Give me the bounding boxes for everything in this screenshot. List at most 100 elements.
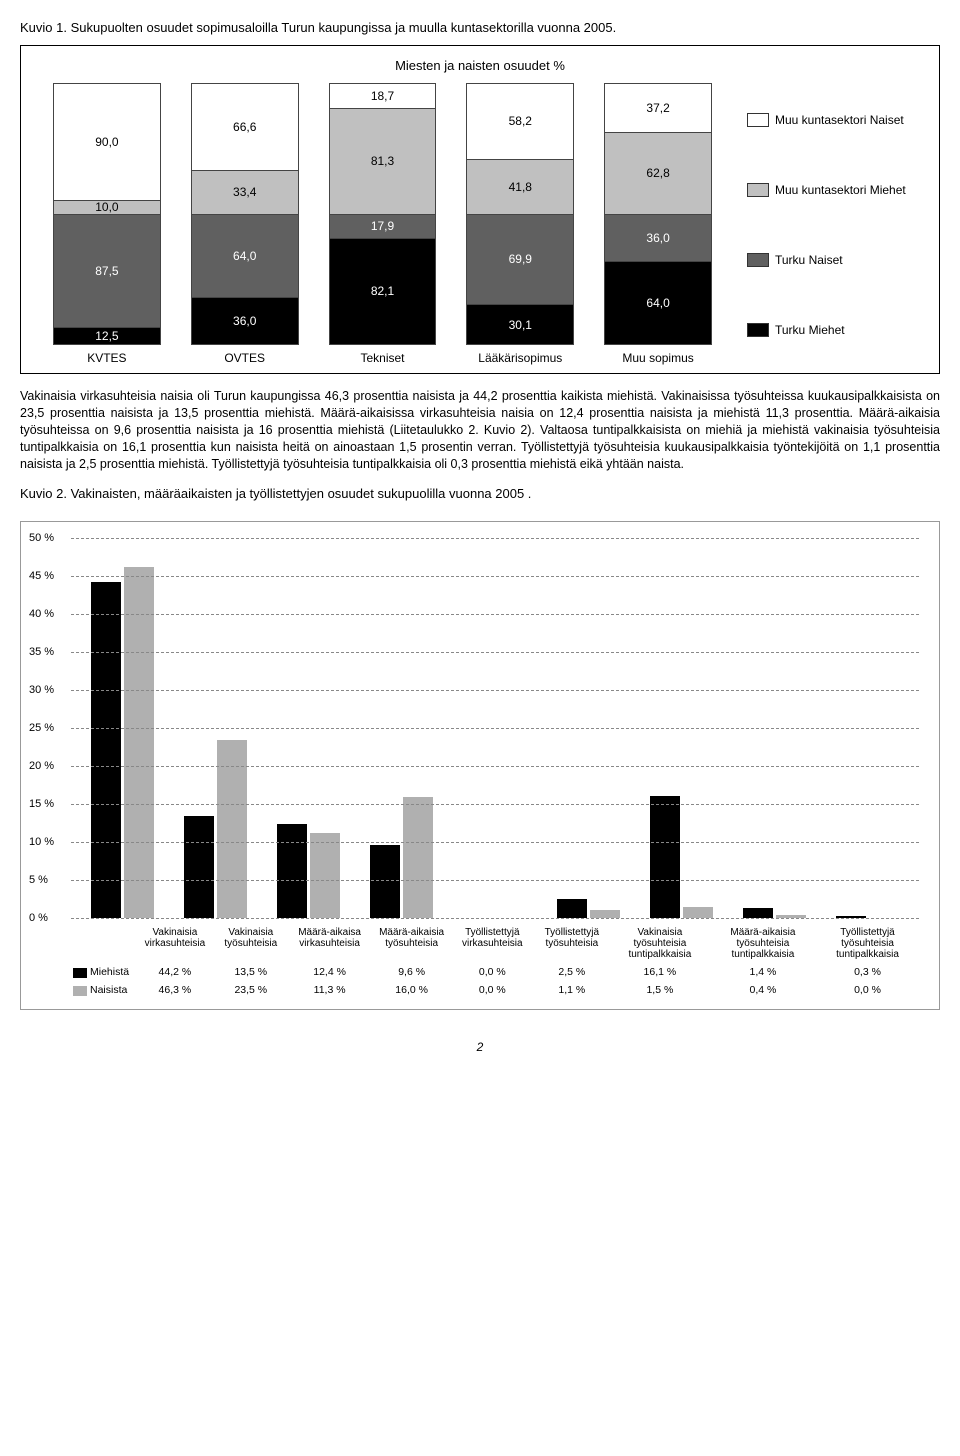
legend-swatch — [73, 968, 87, 978]
xaxis-label: Lääkärisopimus — [466, 351, 574, 365]
table-cell: 23,5 % — [215, 981, 287, 999]
kuvio2-table: Vakinaisia virkasuhteisiaVakinaisia työs… — [71, 924, 919, 999]
bar-column: 58,241,869,930,1 — [466, 83, 574, 345]
table-cell: 0,3 % — [816, 963, 919, 981]
bar-naisista — [124, 567, 154, 919]
table-cell: 0,0 % — [451, 963, 534, 981]
bar-segment: 36,0 — [605, 214, 711, 261]
legend-label: Muu kuntasektori Naiset — [775, 113, 904, 127]
ytick-label: 30 % — [29, 684, 54, 696]
table-cell: 1,1 % — [534, 981, 610, 999]
kuvio1-xaxis: KVTESOVTESTeknisetLääkärisopimusMuu sopi… — [33, 345, 732, 365]
kuvio1-bars: 90,010,087,512,566,633,464,036,018,781,3… — [33, 85, 732, 345]
ytick-label: 40 % — [29, 608, 54, 620]
gridline: 45 % — [71, 576, 919, 577]
gridline: 10 % — [71, 842, 919, 843]
bar-segment: 81,3 — [330, 108, 436, 213]
legend-item: Muu kuntasektori Naiset — [747, 113, 927, 127]
table-cell: 44,2 % — [135, 963, 215, 981]
bar-segment: 90,0 — [54, 84, 160, 200]
table-header: Työllistettyjä työsuhteisia — [534, 924, 610, 963]
legend-label: Turku Miehet — [775, 323, 845, 337]
table-cell: 16,1 % — [610, 963, 710, 981]
bar-segment: 17,9 — [330, 214, 436, 238]
bar-naisista — [683, 907, 713, 918]
kuvio1-chart: Miesten ja naisten osuudet % 90,010,087,… — [20, 45, 940, 374]
bar-column: 18,781,317,982,1 — [329, 83, 437, 345]
table-cell: 0,0 % — [816, 981, 919, 999]
bar-miehista — [743, 908, 773, 919]
bar-naisista — [310, 833, 340, 919]
xaxis-label: Tekniset — [329, 351, 437, 365]
bar-segment: 33,4 — [192, 170, 298, 214]
table-cell: 1,4 % — [710, 963, 816, 981]
table-header: Vakinaisia työsuhteisia — [215, 924, 287, 963]
xaxis-label: Muu sopimus — [604, 351, 712, 365]
bar-miehista — [370, 845, 400, 918]
table-header: Työllistettyjä virkasuhteisia — [451, 924, 534, 963]
kuvio2-chart: 50 % 45 % 40 % 35 % 30 % 25 % 20 % 15 % 10 % 5 % 0… — [20, 521, 940, 1010]
table-cell: 2,5 % — [534, 963, 610, 981]
ytick-label: 10 % — [29, 836, 54, 848]
ytick-label: 35 % — [29, 646, 54, 658]
ytick-label: 45 % — [29, 570, 54, 582]
bar-segment: 82,1 — [330, 238, 436, 345]
table-header: Määrä-aikaisa virkasuhteisia — [287, 924, 373, 963]
legend-label: Muu kuntasektori Miehet — [775, 183, 906, 197]
kuvio2-title: Kuvio 2. Vakinaisten, määräaikaisten ja … — [20, 486, 940, 501]
ytick-label: 50 % — [29, 532, 54, 544]
table-cell: 13,5 % — [215, 963, 287, 981]
bar-segment: 30,1 — [467, 304, 573, 344]
kuvio1-legend: Muu kuntasektori Naiset Muu kuntasektori … — [732, 85, 927, 365]
table-cell: 12,4 % — [287, 963, 373, 981]
ytick-label: 20 % — [29, 760, 54, 772]
table-cell: 1,5 % — [610, 981, 710, 999]
table-header: Vakinaisia työsuhteisia tuntipalkkaisia — [610, 924, 710, 963]
table-cell: 9,6 % — [372, 963, 450, 981]
bar-miehista — [91, 582, 121, 918]
bar-miehista — [557, 899, 587, 918]
bar-miehista — [650, 796, 680, 918]
legend-label: Turku Naiset — [775, 253, 843, 267]
gridline: 5 % — [71, 880, 919, 881]
bar-segment: 64,0 — [192, 214, 298, 297]
bar-naisista — [590, 910, 620, 918]
legend-swatch — [747, 183, 769, 197]
bar-segment: 69,9 — [467, 214, 573, 305]
bar-segment: 64,0 — [605, 261, 711, 344]
bar-miehista — [277, 824, 307, 918]
legend-item: Turku Naiset — [747, 253, 927, 267]
legend-item: Muu kuntasektori Miehet — [747, 183, 927, 197]
gridline: 20 % — [71, 766, 919, 767]
table-header: Vakinaisia virkasuhteisia — [135, 924, 215, 963]
table-cell: 0,0 % — [451, 981, 534, 999]
legend-swatch — [747, 253, 769, 267]
bar-column: 66,633,464,036,0 — [191, 83, 299, 345]
table-header: Määrä-aikaisia työsuhteisia tuntipalkkai… — [710, 924, 816, 963]
gridline: 50 % — [71, 538, 919, 539]
ytick-label: 0 % — [29, 912, 48, 924]
gridline: 0 % — [71, 918, 919, 919]
table-cell: 46,3 % — [135, 981, 215, 999]
table-cell: 0,4 % — [710, 981, 816, 999]
gridline: 25 % — [71, 728, 919, 729]
legend-swatch — [73, 986, 87, 996]
kuvio1-subtitle: Miesten ja naisten osuudet % — [33, 58, 927, 73]
body-paragraph: Vakinaisia virkasuhteisia naisia oli Tur… — [20, 388, 940, 472]
page-number: 2 — [20, 1040, 940, 1054]
bar-column: 90,010,087,512,5 — [53, 83, 161, 345]
gridline: 40 % — [71, 614, 919, 615]
table-header: Työllistettyjä työsuhteisia tuntipalkkai… — [816, 924, 919, 963]
kuvio1-title: Kuvio 1. Sukupuolten osuudet sopimusaloi… — [20, 20, 940, 35]
bar-naisista — [403, 797, 433, 919]
bar-segment: 66,6 — [192, 84, 298, 170]
ytick-label: 5 % — [29, 874, 48, 886]
bar-segment: 41,8 — [467, 159, 573, 214]
ytick-label: 15 % — [29, 798, 54, 810]
xaxis-label: OVTES — [191, 351, 299, 365]
kuvio2-plot: 50 %45 %40 %35 %30 %25 %20 %15 %10 %5 %0… — [71, 538, 919, 918]
bar-segment: 36,0 — [192, 297, 298, 344]
bar-miehista — [184, 816, 214, 919]
gridline: 30 % — [71, 690, 919, 691]
table-row-label: Miehistä — [71, 963, 135, 981]
